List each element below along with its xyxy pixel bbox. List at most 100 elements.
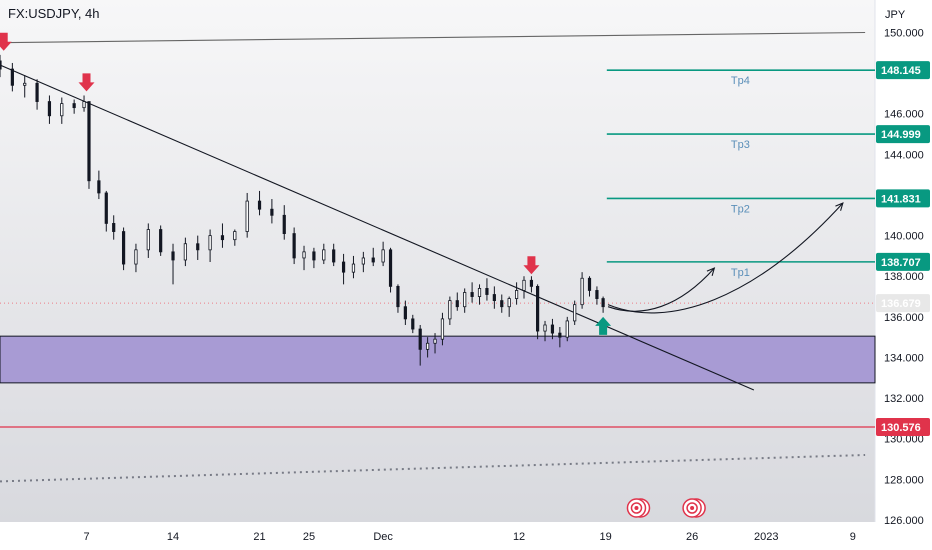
y-tick-label: 140.000 bbox=[884, 231, 924, 243]
candle-body bbox=[411, 318, 415, 330]
candle-body bbox=[159, 229, 163, 253]
y-tick-label: 136.000 bbox=[884, 312, 924, 324]
tp-price-badge: 148.145 bbox=[881, 65, 921, 77]
projection-path-tp1 bbox=[607, 267, 715, 312]
candle-body bbox=[134, 249, 138, 265]
event-circle-inner bbox=[630, 502, 643, 514]
candle-body bbox=[312, 251, 316, 261]
tp-label: Tp2 bbox=[731, 203, 750, 215]
buy-arrow-icon bbox=[595, 316, 612, 335]
candle-body bbox=[522, 279, 526, 291]
candle-body bbox=[514, 290, 519, 299]
sell-arrow-icon bbox=[0, 32, 12, 51]
support-zone bbox=[0, 335, 876, 384]
candle-body bbox=[558, 332, 562, 338]
y-tick-label: 128.000 bbox=[884, 474, 924, 486]
candle-body bbox=[97, 180, 101, 194]
y-tick-label: 126.000 bbox=[884, 515, 924, 527]
stop-price-badge-bg bbox=[876, 418, 930, 437]
y-tick-label: 150.000 bbox=[884, 27, 924, 39]
x-tick-label: 21 bbox=[253, 531, 265, 543]
y-tick-label: 138.000 bbox=[884, 271, 924, 283]
currency-label: JPY bbox=[885, 9, 906, 21]
candle-body bbox=[35, 82, 39, 102]
tp-price-badge: 141.831 bbox=[881, 193, 921, 205]
plot-background bbox=[0, 0, 875, 522]
x-tick-label: 9 bbox=[850, 531, 856, 543]
x-tick-label: 19 bbox=[599, 531, 611, 543]
x-tick-label: 12 bbox=[513, 531, 525, 543]
candle-body bbox=[463, 292, 467, 308]
calendar-event-icon[interactable] bbox=[682, 498, 706, 518]
symbol-title[interactable]: FX:USDJPY, 4h bbox=[8, 6, 100, 21]
lower-dotted-line bbox=[0, 453, 866, 483]
candle-body bbox=[433, 338, 437, 344]
candle-body bbox=[183, 243, 187, 261]
price-axis-background bbox=[875, 0, 932, 550]
candle-body bbox=[302, 251, 306, 259]
candle-body bbox=[220, 235, 225, 241]
candle-body bbox=[351, 263, 356, 273]
y-tick-label: 144.000 bbox=[884, 149, 924, 161]
candle-body bbox=[208, 235, 212, 251]
x-tick-label: Dec bbox=[373, 531, 393, 543]
candle-body bbox=[171, 251, 175, 261]
candle-body bbox=[292, 233, 296, 259]
candle-body bbox=[361, 257, 365, 265]
candle-body bbox=[82, 101, 86, 109]
x-tick-label: 2023 bbox=[754, 531, 778, 543]
x-tick-label: 25 bbox=[303, 531, 315, 543]
tp-price-badge: 144.999 bbox=[881, 129, 921, 141]
candle-body bbox=[270, 208, 274, 216]
tp-price-badge-bg bbox=[876, 252, 930, 271]
candle-body bbox=[282, 214, 286, 234]
current-price-badge-bg bbox=[876, 294, 930, 313]
y-tick-label: 146.000 bbox=[884, 109, 924, 121]
projection-path-tp2 bbox=[607, 202, 844, 314]
candle-body bbox=[580, 277, 584, 306]
candle-body bbox=[381, 249, 385, 263]
x-tick-label: 14 bbox=[167, 531, 179, 543]
candle-body bbox=[573, 304, 577, 322]
tp-price-badge-bg bbox=[876, 125, 930, 144]
candle-body bbox=[470, 292, 474, 297]
y-tick-label: 134.000 bbox=[884, 352, 924, 364]
candle-body bbox=[396, 285, 400, 308]
candle-body bbox=[60, 103, 64, 117]
candle-body bbox=[448, 300, 452, 320]
candle-body bbox=[529, 279, 534, 287]
arrowhead-icon bbox=[706, 267, 716, 276]
event-circle-inner bbox=[686, 502, 698, 514]
x-tick-label: 26 bbox=[686, 531, 698, 543]
candle-body bbox=[477, 288, 482, 297]
stop-price-badge: 130.576 bbox=[881, 422, 921, 434]
candle-body bbox=[426, 342, 430, 350]
candle-body bbox=[112, 223, 116, 232]
candle-body bbox=[23, 82, 27, 86]
sell-arrow-icon bbox=[78, 73, 95, 92]
candle-body bbox=[371, 257, 375, 263]
descending-trendline bbox=[0, 64, 755, 391]
candle-body bbox=[0, 60, 2, 70]
candle-body bbox=[72, 103, 76, 109]
candle-body bbox=[440, 318, 445, 340]
candle-body bbox=[595, 290, 599, 299]
calendar-event-icon[interactable] bbox=[626, 498, 651, 518]
sell-arrow-icon bbox=[523, 256, 540, 275]
candle-body bbox=[322, 249, 326, 261]
candle-body bbox=[121, 231, 126, 265]
candle-body bbox=[245, 200, 249, 232]
candle-body bbox=[10, 68, 14, 86]
arrowhead-icon bbox=[835, 202, 844, 211]
event-dot bbox=[634, 506, 639, 510]
candle-body bbox=[341, 261, 346, 273]
candle-body bbox=[257, 200, 262, 210]
candle-body bbox=[87, 101, 91, 182]
candle-body bbox=[500, 300, 504, 308]
y-tick-label: 132.000 bbox=[884, 393, 924, 405]
candle-body bbox=[507, 298, 511, 308]
candle-body bbox=[104, 192, 108, 224]
candle-body bbox=[233, 231, 237, 241]
